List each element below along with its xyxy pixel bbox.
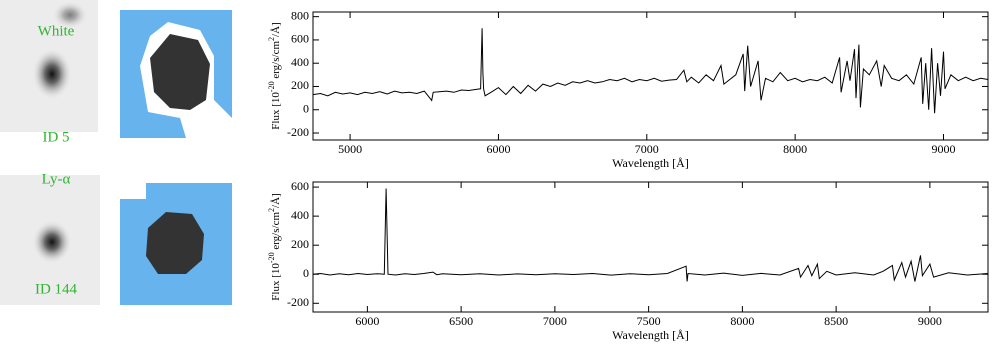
source [32,48,72,100]
y-tick-label: 200 [291,237,309,251]
y-tick-label: 200 [291,78,309,92]
y-axis-label-part: erg/s/cm [270,41,282,82]
source [32,220,72,264]
y-tick-label: 400 [291,208,309,222]
x-tick-label: 8000 [783,142,807,156]
y-axis-label-part: Flux [10 [270,92,282,130]
x-tick-label: 7500 [637,314,661,328]
y-axis-label-sup: 2 [267,37,276,41]
plot-frame [312,11,989,141]
y-axis-label: Flux [10-20 erg/s/cm2/Å] [267,22,282,129]
source [52,1,88,29]
x-tick-label: 6000 [486,142,510,156]
x-tick-label: 9000 [918,314,942,328]
y-axis-label-part: Flux [10 [270,263,282,301]
panel-label: Ly-α [42,171,71,187]
x-tick-label: 8500 [824,314,848,328]
y-tick-label: -200 [287,295,309,309]
x-axis-label: Wavelength [Å] [612,328,689,342]
spectrum-line [312,28,989,114]
y-tick-label: 0 [303,101,309,115]
x-axis-label: Wavelength [Å] [612,156,689,170]
x-tick-label: 6000 [355,314,379,328]
y-axis-label-part: /Å] [270,22,282,37]
panel-label: White [38,23,75,39]
x-tick-label: 5000 [338,142,362,156]
panel-id: ID 144 [35,281,78,297]
x-tick-label: 7000 [543,314,567,328]
x-tick-label: 9000 [931,142,955,156]
y-tick-label: 600 [291,32,309,46]
y-axis-label-sup: 2 [267,208,276,212]
y-axis-label: Flux [10-20 erg/s/cm2/Å] [267,193,282,300]
x-tick-label: 7000 [635,142,659,156]
x-tick-label: 8000 [730,314,754,328]
mask-source [150,34,210,110]
y-tick-label: 0 [303,266,309,280]
x-tick-label: 6500 [449,314,473,328]
mask-region [120,183,146,199]
y-tick-label: 800 [291,8,309,22]
spectrum-line [312,188,989,282]
y-axis-label-part: erg/s/cm [270,212,282,253]
panel-id: ID 5 [42,129,69,145]
y-tick-label: 600 [291,179,309,193]
y-tick-label: 400 [291,55,309,69]
y-axis-label-sup: -20 [267,81,276,92]
y-tick-label: -200 [287,125,309,139]
mask-source [146,212,204,274]
y-axis-label-sup: -20 [267,252,276,263]
plot-frame [312,181,989,313]
y-axis-label-part: /Å] [270,193,282,208]
